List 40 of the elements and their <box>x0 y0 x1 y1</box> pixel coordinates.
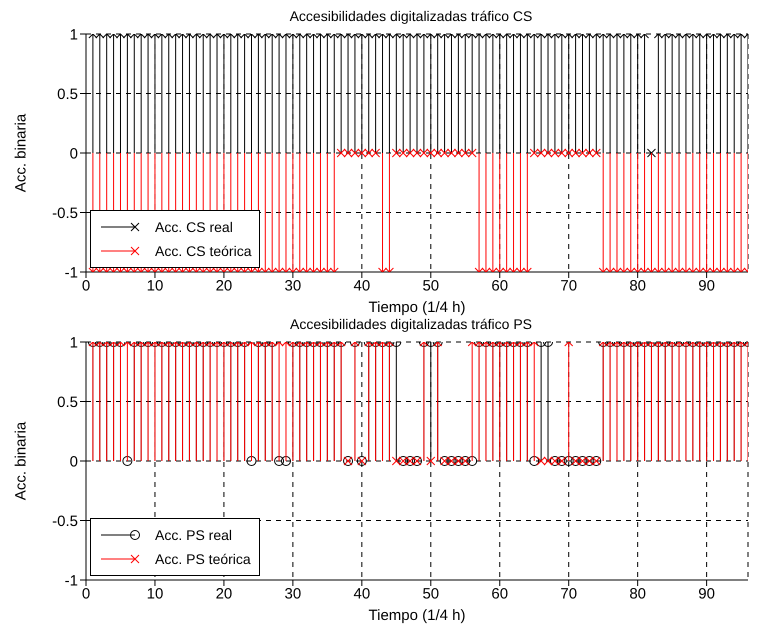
y-tick-label: 0 <box>70 453 78 470</box>
legend-label: Acc. CS teórica <box>155 242 252 261</box>
chart-title: Accesibilidades digitalizadas tráfico CS <box>288 8 534 26</box>
x-tick-label: 40 <box>353 278 370 295</box>
x-tick-label: 50 <box>422 278 440 295</box>
y-tick-label: 0.5 <box>57 86 78 103</box>
x-tick-label: 0 <box>82 278 90 295</box>
y-tick-label: 0.5 <box>57 394 78 411</box>
legend-label: Acc. PS teórica <box>155 550 251 569</box>
x-tick-label: 60 <box>491 586 508 603</box>
x-tick-label: 60 <box>491 278 508 295</box>
x-tick-label: 20 <box>216 278 232 295</box>
x-tick-label: 70 <box>560 586 578 603</box>
y-tick-label: -1 <box>64 264 78 282</box>
y-tick-label: -0.5 <box>52 204 78 222</box>
x-axis-title: Tiempo (1/4 h) <box>368 299 466 316</box>
y-tick-label: -1 <box>64 572 78 590</box>
x-tick-label: 30 <box>284 586 302 603</box>
x-axis-title: Tiempo (1/4 h) <box>368 607 466 624</box>
x-tick-label: 80 <box>629 278 646 295</box>
x-tick-label: 10 <box>146 586 164 603</box>
x-tick-label: 40 <box>353 586 370 603</box>
y-axis-title: Acc. binaria <box>12 421 30 500</box>
y-tick-label: 0 <box>70 145 78 162</box>
x-tick-label: 90 <box>698 586 715 603</box>
x-tick-label: 20 <box>216 586 232 603</box>
x-tick-label: 70 <box>560 278 578 295</box>
y-tick-label: 1 <box>70 334 78 352</box>
legend-label: Acc. PS real <box>155 526 232 545</box>
chart-title: Accesibilidades digitalizadas tráfico PS <box>288 316 533 334</box>
x-tick-label: 0 <box>82 586 90 603</box>
x-tick-label: 10 <box>146 278 164 295</box>
legend-label: Acc. CS real <box>155 218 233 237</box>
x-tick-label: 50 <box>422 586 440 603</box>
y-tick-label: 1 <box>70 26 78 44</box>
x-tick-label: 80 <box>629 586 646 603</box>
x-tick-label: 90 <box>698 278 715 295</box>
y-tick-label: -0.5 <box>52 512 78 530</box>
y-axis-title: Acc. binaria <box>12 113 30 192</box>
x-tick-label: 30 <box>284 278 302 295</box>
